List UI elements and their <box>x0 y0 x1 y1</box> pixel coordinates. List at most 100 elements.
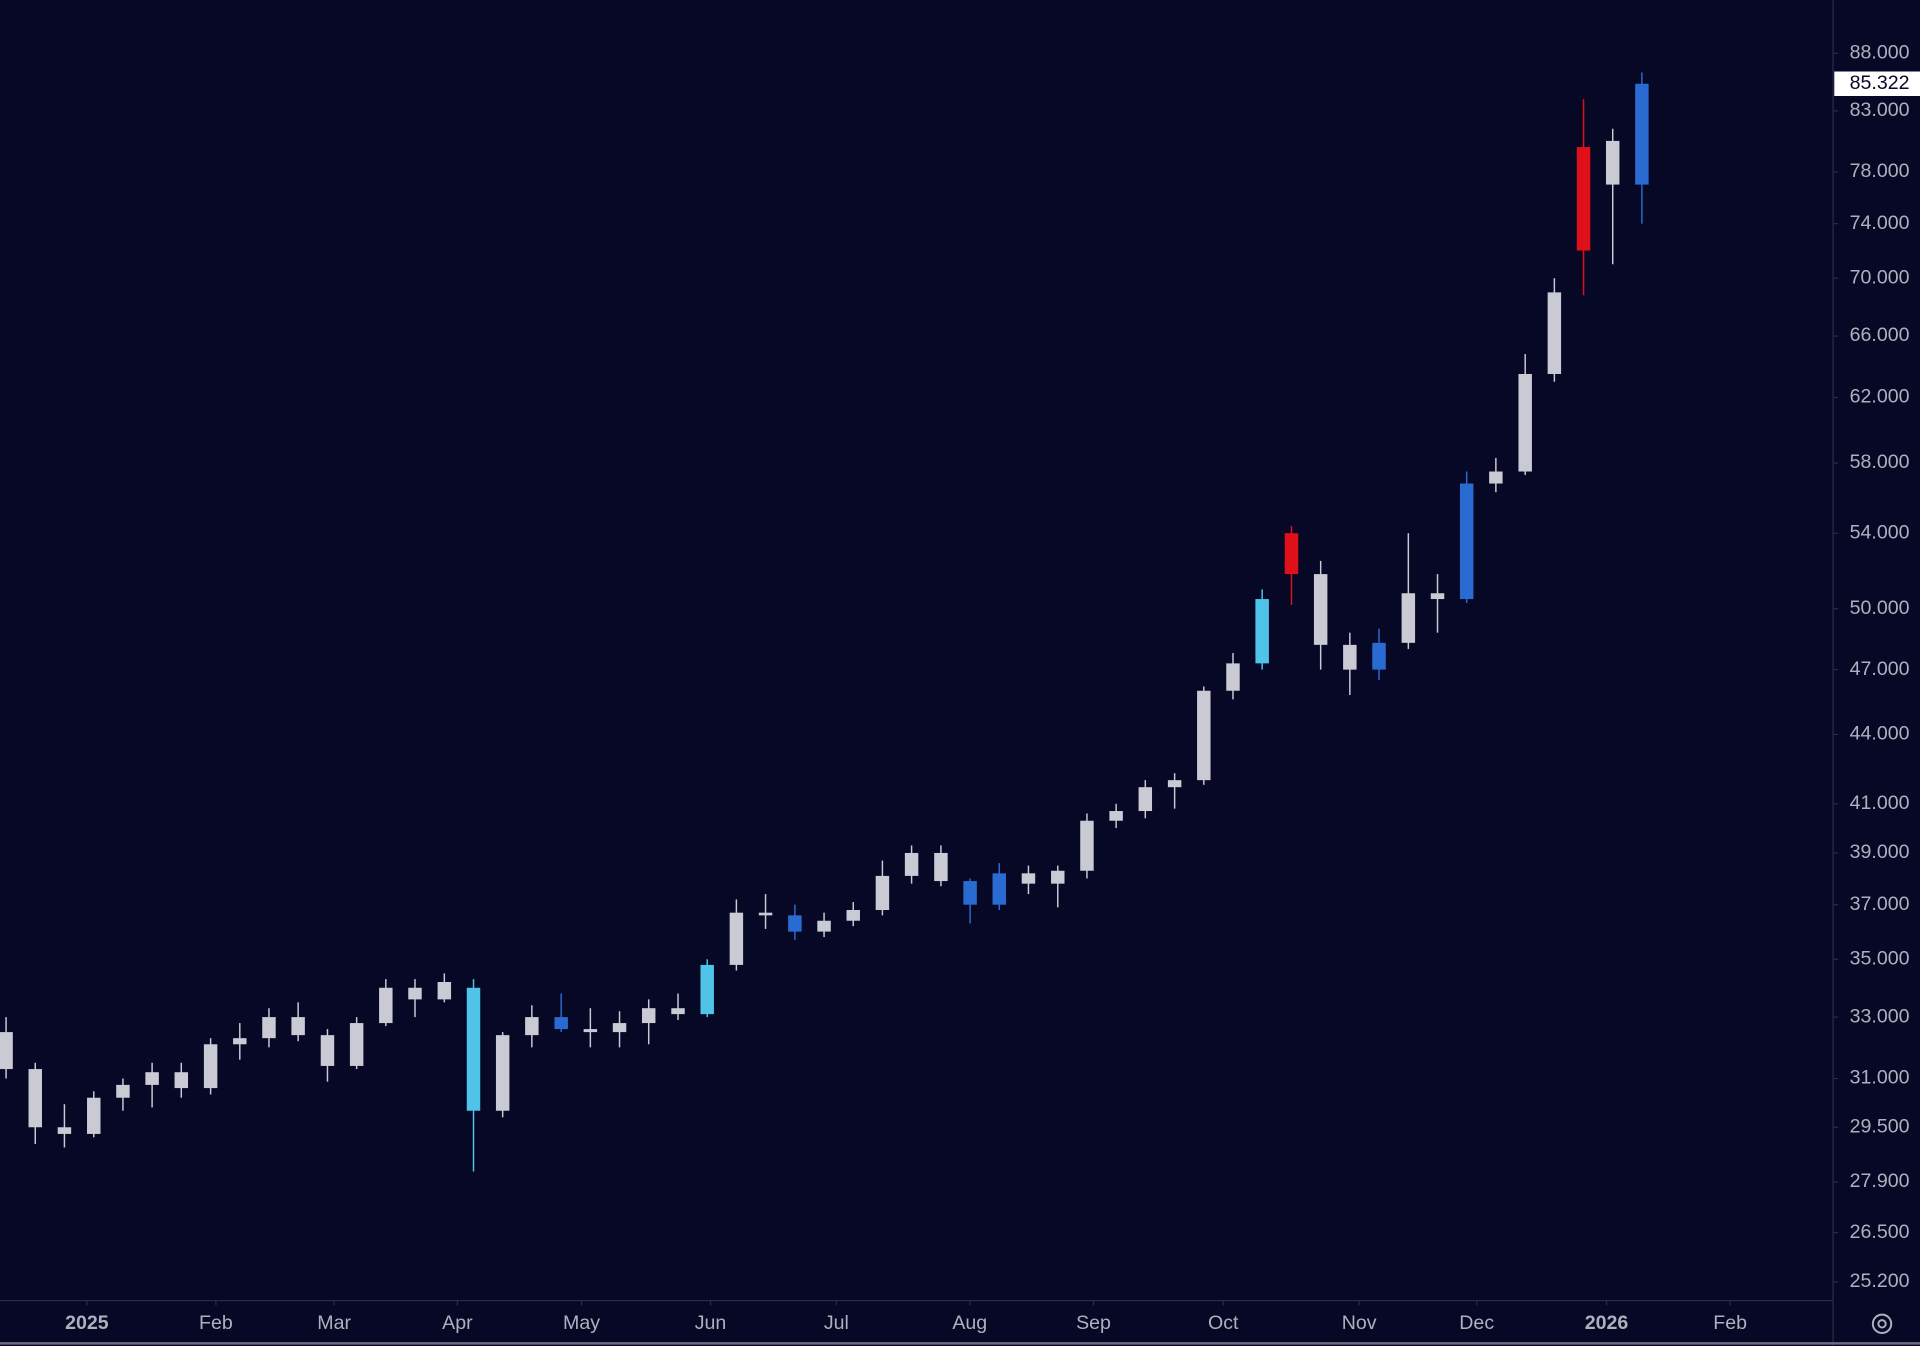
candle-body <box>1576 147 1591 251</box>
x-tick-label: Jul <box>824 1312 849 1334</box>
candle-body <box>466 987 481 1111</box>
x-tick-label: Oct <box>1208 1312 1239 1334</box>
candle-body <box>1605 140 1620 185</box>
candle-body <box>612 1023 627 1033</box>
candle-body <box>349 1023 364 1066</box>
candle-body <box>1109 811 1123 821</box>
x-tick-label: Feb <box>1713 1312 1747 1334</box>
candle-body <box>1313 574 1328 645</box>
candle-body <box>116 1084 130 1098</box>
candle-body <box>203 1044 218 1089</box>
candle-body <box>1518 373 1532 472</box>
candle-body <box>1547 292 1562 374</box>
y-tick-label: 25.200 <box>1850 1270 1910 1292</box>
candle-body <box>320 1035 335 1066</box>
y-tick-label: 41.000 <box>1850 792 1910 814</box>
candle-body <box>57 1127 72 1134</box>
candle-body <box>934 852 948 882</box>
settings-icon[interactable] <box>1871 1313 1893 1334</box>
candle-body <box>233 1038 247 1045</box>
candle-body <box>1343 644 1357 670</box>
y-tick-label: 29.500 <box>1850 1115 1910 1137</box>
candle-body <box>1401 593 1416 643</box>
y-tick-label: 37.000 <box>1850 893 1910 915</box>
candle-body <box>437 982 452 1000</box>
settings-gear[interactable] <box>1871 1313 1893 1334</box>
candle-body <box>1051 870 1065 884</box>
y-tick-label: 54.000 <box>1850 521 1910 543</box>
candle-body <box>904 852 919 876</box>
y-tick-label: 83.000 <box>1850 99 1910 121</box>
candle-body <box>87 1097 101 1134</box>
candle-body <box>262 1017 276 1039</box>
x-tick-label: Feb <box>199 1312 233 1334</box>
x-tick-label: Nov <box>1342 1312 1377 1334</box>
x-tick-label: Apr <box>442 1312 473 1334</box>
y-tick-label: 27.900 <box>1850 1170 1910 1192</box>
y-tick-label: 26.500 <box>1850 1221 1910 1243</box>
last-price-box <box>1834 71 1920 96</box>
x-tick-label: Dec <box>1459 1312 1494 1334</box>
y-tick-label: 44.000 <box>1850 723 1910 745</box>
candle-body <box>1372 642 1386 670</box>
candle-body <box>145 1072 159 1085</box>
candle-body <box>729 912 744 965</box>
x-tick-label: Mar <box>317 1312 351 1334</box>
candle-body <box>1138 787 1153 812</box>
x-tick-label: 2025 <box>65 1312 109 1334</box>
candle-body <box>554 1017 568 1030</box>
candle-body <box>174 1072 189 1089</box>
candle-body <box>1489 471 1503 484</box>
candle-body <box>963 881 977 905</box>
x-tick-label: Aug <box>952 1312 987 1334</box>
candle-body <box>583 1029 598 1033</box>
y-tick-label: 35.000 <box>1850 947 1910 969</box>
y-tick-label: 70.000 <box>1850 266 1910 288</box>
candle-body <box>1021 873 1036 884</box>
candle-body <box>291 1017 305 1036</box>
candle-body <box>1284 533 1299 575</box>
candle-body <box>495 1035 510 1111</box>
y-tick-label: 78.000 <box>1850 160 1910 182</box>
y-tick-label: 88.000 <box>1850 42 1910 64</box>
candle-body <box>1226 663 1240 691</box>
x-tick-label: 2026 <box>1585 1312 1629 1334</box>
x-tick-label: Sep <box>1076 1312 1111 1334</box>
y-tick-label: 39.000 <box>1850 841 1910 863</box>
y-tick-label: 33.000 <box>1850 1005 1910 1027</box>
candle-body <box>1255 599 1269 664</box>
y-tick-label: 50.000 <box>1850 597 1910 619</box>
candle-body <box>788 915 802 932</box>
candle-body <box>1430 593 1445 600</box>
candle-body <box>525 1017 539 1036</box>
candle-body <box>408 987 422 1000</box>
candle-body <box>875 875 890 911</box>
candle-body <box>992 873 1007 905</box>
candle-body <box>1167 780 1182 788</box>
y-tick-label: 74.000 <box>1850 212 1910 234</box>
settings-gear-center[interactable] <box>1877 1319 1887 1329</box>
candle-body <box>641 1008 656 1024</box>
candle-body <box>1459 483 1474 600</box>
candle-body <box>0 1032 13 1070</box>
candle-body <box>1197 690 1211 781</box>
candle-body <box>817 920 831 932</box>
last-price-label: 85.322 <box>1850 72 1910 94</box>
y-tick-label: 31.000 <box>1850 1067 1910 1089</box>
y-tick-label: 47.000 <box>1850 658 1910 680</box>
x-tick-label: May <box>563 1312 600 1334</box>
candle-body <box>846 910 860 921</box>
candle-body <box>28 1069 42 1128</box>
y-tick-label: 66.000 <box>1850 324 1910 346</box>
y-tick-label: 58.000 <box>1850 451 1910 473</box>
candle-body <box>700 964 714 1015</box>
candle-body <box>1080 820 1094 871</box>
x-tick-label: Jun <box>695 1312 727 1334</box>
y-tick-label: 62.000 <box>1850 386 1910 408</box>
plot: 88.000 83.000 78.000 74.000 70.000 66.000 62.0… <box>0 42 1920 1334</box>
candle-body <box>758 912 773 916</box>
candle-body <box>1635 83 1649 185</box>
